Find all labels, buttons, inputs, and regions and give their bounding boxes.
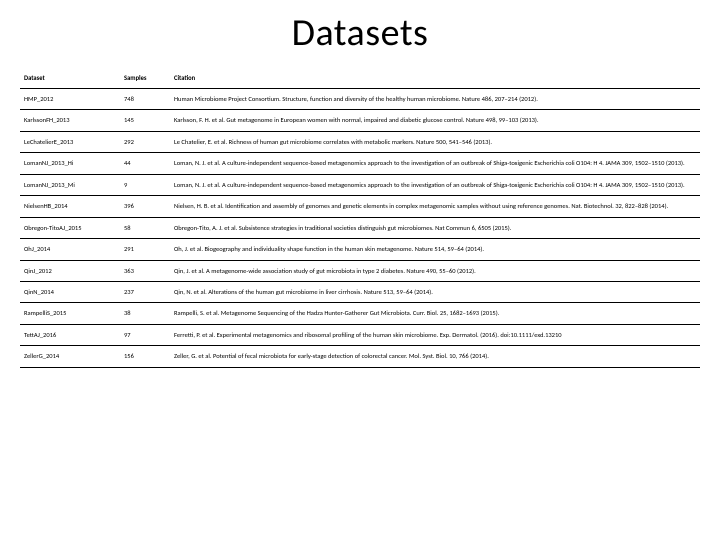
header-samples: Samples bbox=[120, 68, 170, 89]
table-row: OhJ_2014291Oh, J. et al. Biogeography an… bbox=[20, 239, 700, 260]
cell-dataset: QinJ_2012 bbox=[20, 260, 120, 281]
cell-samples: 58 bbox=[120, 217, 170, 238]
cell-citation: Karlsson, F. H. et al. Gut metagenome in… bbox=[170, 110, 700, 131]
table-row: ZellerG_2014156Zeller, G. et al. Potenti… bbox=[20, 346, 700, 367]
cell-dataset: KarlssonFH_2013 bbox=[20, 110, 120, 131]
cell-dataset: QinN_2014 bbox=[20, 281, 120, 302]
cell-samples: 156 bbox=[120, 346, 170, 367]
table-row: Obregon-TitoAJ_201558Obregon-Tito, A. J.… bbox=[20, 217, 700, 238]
table-row: HMP_2012748Human Microbiome Project Cons… bbox=[20, 89, 700, 110]
table-row: LeChatelierE_2013292Le Chatelier, E. et … bbox=[20, 131, 700, 152]
table-row: LomanNJ_2013_Hi44Loman, N. J. et al. A c… bbox=[20, 153, 700, 174]
cell-samples: 237 bbox=[120, 281, 170, 302]
cell-samples: 145 bbox=[120, 110, 170, 131]
cell-dataset: LeChatelierE_2013 bbox=[20, 131, 120, 152]
cell-citation: Le Chatelier, E. et al. Richness of huma… bbox=[170, 131, 700, 152]
cell-dataset: NielsenHB_2014 bbox=[20, 196, 120, 217]
cell-samples: 292 bbox=[120, 131, 170, 152]
cell-citation: Loman, N. J. et al. A culture-independen… bbox=[170, 153, 700, 174]
table-row: RampelliS_201538Rampelli, S. et al. Meta… bbox=[20, 303, 700, 324]
cell-dataset: OhJ_2014 bbox=[20, 239, 120, 260]
cell-citation: Ferretti, P. et al. Experimental metagen… bbox=[170, 324, 700, 345]
cell-citation: Nielsen, H. B. et al. Identification and… bbox=[170, 196, 700, 217]
cell-dataset: LomanNJ_2013_Mi bbox=[20, 174, 120, 195]
cell-samples: 291 bbox=[120, 239, 170, 260]
cell-citation: Oh, J. et al. Biogeography and individua… bbox=[170, 239, 700, 260]
cell-dataset: Obregon-TitoAJ_2015 bbox=[20, 217, 120, 238]
cell-dataset: RampelliS_2015 bbox=[20, 303, 120, 324]
cell-citation: Rampelli, S. et al. Metagenome Sequencin… bbox=[170, 303, 700, 324]
cell-samples: 9 bbox=[120, 174, 170, 195]
page-title: Datasets bbox=[20, 10, 700, 56]
cell-citation: Loman, N. J. et al. A culture-independen… bbox=[170, 174, 700, 195]
cell-samples: 748 bbox=[120, 89, 170, 110]
cell-samples: 44 bbox=[120, 153, 170, 174]
cell-citation: Zeller, G. et al. Potential of fecal mic… bbox=[170, 346, 700, 367]
cell-samples: 363 bbox=[120, 260, 170, 281]
cell-samples: 38 bbox=[120, 303, 170, 324]
datasets-table: Dataset Samples Citation HMP_2012748Huma… bbox=[20, 68, 700, 368]
cell-dataset: TettAJ_2016 bbox=[20, 324, 120, 345]
cell-citation: Qin, J. et al. A metagenome-wide associa… bbox=[170, 260, 700, 281]
table-row: KarlssonFH_2013145Karlsson, F. H. et al.… bbox=[20, 110, 700, 131]
cell-dataset: LomanNJ_2013_Hi bbox=[20, 153, 120, 174]
cell-citation: Qin, N. et al. Alterations of the human … bbox=[170, 281, 700, 302]
table-row: QinN_2014237Qin, N. et al. Alterations o… bbox=[20, 281, 700, 302]
cell-citation: Human Microbiome Project Consortium. Str… bbox=[170, 89, 700, 110]
cell-samples: 97 bbox=[120, 324, 170, 345]
header-dataset: Dataset bbox=[20, 68, 120, 89]
table-header-row: Dataset Samples Citation bbox=[20, 68, 700, 89]
cell-samples: 396 bbox=[120, 196, 170, 217]
table-row: LomanNJ_2013_Mi9Loman, N. J. et al. A cu… bbox=[20, 174, 700, 195]
table-row: QinJ_2012363Qin, J. et al. A metagenome-… bbox=[20, 260, 700, 281]
table-row: NielsenHB_2014396Nielsen, H. B. et al. I… bbox=[20, 196, 700, 217]
cell-dataset: HMP_2012 bbox=[20, 89, 120, 110]
cell-dataset: ZellerG_2014 bbox=[20, 346, 120, 367]
table-row: TettAJ_201697Ferretti, P. et al. Experim… bbox=[20, 324, 700, 345]
cell-citation: Obregon-Tito, A. J. et al. Subsistence s… bbox=[170, 217, 700, 238]
header-citation: Citation bbox=[170, 68, 700, 89]
